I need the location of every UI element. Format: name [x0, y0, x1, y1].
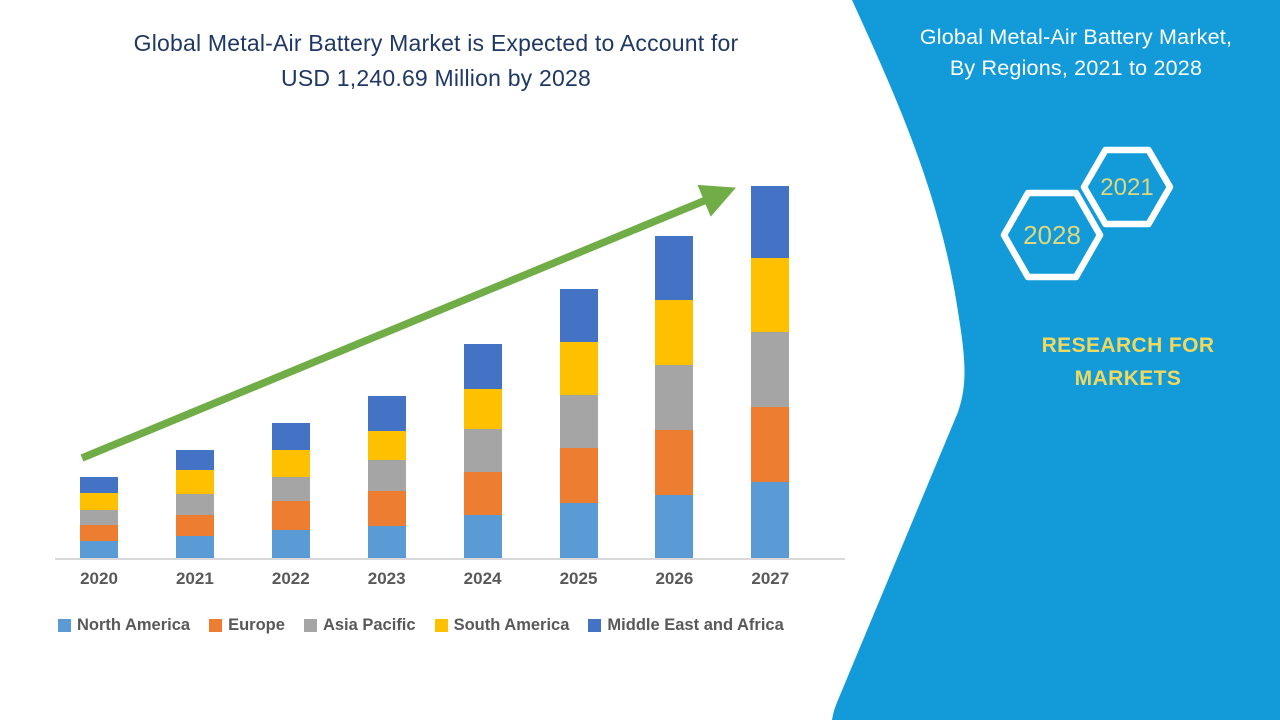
bar-segment-south-america [271, 450, 310, 477]
bar-segment-south-america [463, 389, 502, 429]
panel-title-line2: By Regions, 2021 to 2028 [949, 56, 1203, 80]
legend-item-south-america: South America [434, 616, 570, 635]
plot-area: 2020 2021 2022 2023 2024 2025 2026 2027 [55, 150, 845, 588]
bar-segment-north-america [655, 495, 694, 558]
bar-segment-middle-east-and-africa [559, 289, 598, 342]
legend-marker-icon [209, 619, 223, 632]
bar-segment-south-america [175, 470, 214, 494]
legend-label: Middle East and Africa [607, 616, 784, 634]
bar-segment-middle-east-and-africa [367, 396, 406, 431]
bar-segment-middle-east-and-africa [271, 423, 310, 450]
stacked-bar-2021 [175, 450, 214, 558]
legend-item-north-america: North America [58, 616, 190, 635]
bar-segment-south-america [367, 431, 406, 460]
chart-legend: North America Europe Asia Pacific South Ame… [58, 616, 784, 635]
bar-segment-asia-pacific [175, 494, 214, 515]
legend-item-asia-pacific: Asia Pacific [303, 616, 416, 635]
bar-segment-europe [80, 525, 118, 541]
legend-marker-icon [434, 619, 448, 632]
legend-item-europe: Europe [209, 616, 285, 635]
bar-segment-north-america [271, 530, 310, 558]
bar-segment-europe [175, 515, 214, 536]
legend-label: North America [77, 616, 191, 634]
brand-text: RESEARCH FOR MARKETS [988, 329, 1268, 395]
bar-segment-south-america [80, 493, 118, 510]
x-axis-label-2026: 2026 [655, 569, 694, 588]
legend-label: Asia Pacific [322, 616, 416, 634]
hexagon-badges: 2021 2028 [1000, 146, 1174, 281]
bar-segment-north-america [80, 541, 118, 558]
x-axis-label-2027: 2027 [751, 569, 790, 588]
x-axis-label-2021: 2021 [175, 569, 214, 588]
x-axis-label-2020: 2020 [80, 569, 118, 588]
bar-segment-middle-east-and-africa [751, 186, 790, 258]
bar-segment-south-america [751, 258, 790, 332]
trend-arrow [80, 184, 736, 462]
stacked-bar-2027 [751, 186, 790, 558]
bar-segment-middle-east-and-africa [655, 236, 694, 300]
legend-marker-icon [588, 619, 602, 632]
bar-segment-north-america [463, 515, 502, 558]
brand-line2: MARKETS [1074, 367, 1182, 390]
x-axis-label-2024: 2024 [463, 569, 502, 588]
hexagon-2021 [1080, 146, 1174, 228]
bar-segment-middle-east-and-africa [175, 450, 214, 470]
hexagon-2021-label: 2021 [1100, 174, 1153, 201]
bar-segment-asia-pacific [80, 510, 118, 525]
bar-segment-asia-pacific [367, 460, 406, 491]
chart-title-line1: Global Metal-Air Battery Market is Expec… [133, 30, 739, 56]
bar-segment-north-america [367, 526, 406, 558]
hexagon-2028-label: 2028 [1023, 220, 1081, 250]
legend-marker-icon [58, 619, 71, 632]
hexagon-2028 [1000, 189, 1104, 281]
bar-segment-asia-pacific [271, 477, 310, 501]
bar-segment-europe [559, 448, 598, 503]
bar-segment-asia-pacific [751, 332, 790, 407]
x-axis-label-2023: 2023 [367, 569, 406, 588]
stacked-bar-2024 [463, 344, 502, 558]
stacked-bar-2025 [559, 289, 598, 558]
bar-segment-asia-pacific [463, 429, 502, 472]
x-axis-label-2022: 2022 [271, 569, 310, 588]
bar-segment-middle-east-and-africa [80, 477, 118, 493]
bar-segment-middle-east-and-africa [463, 344, 502, 389]
bar-segment-north-america [175, 536, 214, 558]
bar-segment-asia-pacific [559, 395, 598, 448]
stacked-bar-2023 [367, 396, 406, 558]
stacked-bar-2026 [655, 236, 694, 558]
bar-segment-europe [271, 501, 310, 530]
legend-label: Europe [228, 616, 285, 634]
bar-segment-europe [751, 407, 790, 482]
legend-item-middle-east-and-africa: Middle East and Africa [588, 616, 784, 635]
chart-title-line2: USD 1,240.69 Million by 2028 [281, 65, 591, 91]
bar-segment-south-america [559, 342, 598, 395]
brand-line1: RESEARCH FOR [1041, 334, 1215, 357]
bar-segment-europe [655, 430, 694, 495]
bar-segment-europe [367, 491, 406, 526]
bar-segment-europe [463, 472, 502, 515]
bar-segment-north-america [751, 482, 790, 558]
x-axis-label-2025: 2025 [559, 569, 598, 588]
legend-label: South America [453, 616, 570, 634]
stacked-bar-2022 [271, 423, 310, 558]
bar-segment-north-america [559, 503, 598, 558]
bar-segment-south-america [655, 300, 694, 365]
panel-title-line1: Global Metal-Air Battery Market, [919, 25, 1233, 49]
stacked-bar-2020 [80, 477, 118, 558]
chart-title: Global Metal-Air Battery Market is Expec… [20, 26, 852, 96]
panel-title: Global Metal-Air Battery Market, By Regi… [890, 22, 1262, 84]
bar-segment-asia-pacific [655, 365, 694, 430]
legend-marker-icon [303, 619, 317, 632]
